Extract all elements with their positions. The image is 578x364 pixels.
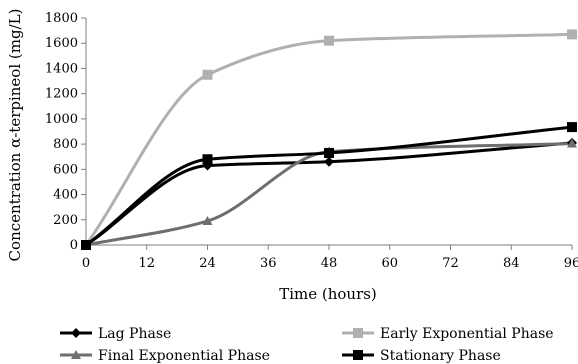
- series-line-final-exponential-phase: [85, 141, 573, 247]
- legend-label-lag-phase: Lag Phase: [98, 326, 171, 342]
- data-point-stationary-phase: [567, 122, 577, 133]
- data-point-final-exponential-phase: [567, 138, 577, 148]
- legend-marker-lag-phase: [71, 328, 81, 338]
- x-tick-label: 84: [503, 256, 520, 271]
- data-point-early-exponential-phase: [567, 29, 577, 40]
- data-point-stationary-phase: [202, 154, 213, 165]
- x-tick-label: 0: [82, 256, 90, 271]
- y-tick-label: 1000: [45, 112, 78, 127]
- x-tick-label: 24: [199, 256, 216, 271]
- x-axis-title: Time (hours): [279, 285, 377, 303]
- x-tick-label: 12: [138, 256, 155, 271]
- legend-marker-stationary-phase: [353, 350, 363, 360]
- legend-marker-final-exponential-phase: [71, 350, 81, 359]
- series-line-lag-phase: [85, 141, 573, 247]
- y-tick-label: 800: [53, 137, 78, 152]
- series-lines: [84, 32, 573, 247]
- series-line-early-exponential-phase: [84, 32, 573, 246]
- y-tick-label: 0: [70, 238, 78, 253]
- y-tick-label: 1200: [45, 87, 78, 102]
- x-tick-label: 48: [321, 256, 338, 271]
- data-point-early-exponential-phase: [202, 69, 213, 80]
- legend-label-final-exponential-phase: Final Exponential Phase: [98, 348, 270, 364]
- y-tick-label: 200: [53, 213, 78, 228]
- y-tick-label: 600: [53, 162, 78, 177]
- y-tick-label: 1800: [45, 11, 78, 26]
- legend-label-early-exponential-phase: Early Exponential Phase: [380, 326, 554, 342]
- x-tick-label: 96: [564, 256, 578, 271]
- data-point-stationary-phase: [81, 240, 91, 250]
- x-tick-label: 36: [260, 256, 277, 271]
- data-point-lag-phase: [324, 156, 334, 167]
- legend-marker-early-exponential-phase: [353, 328, 363, 338]
- axes: 0 200 400 600 800 1000 1200 1400 1600 1800 0 12 24 36…: [45, 11, 578, 271]
- legend: Lag Phase Early Exponential Phase Final Ex…: [60, 326, 554, 364]
- x-tick-label: 72: [442, 256, 459, 271]
- series-markers: [81, 29, 577, 250]
- legend-label-stationary-phase: Stationary Phase: [380, 348, 501, 364]
- data-point-stationary-phase: [324, 147, 334, 158]
- data-point-early-exponential-phase: [324, 35, 334, 46]
- y-tick-label: 1600: [45, 36, 78, 51]
- y-tick-label: 400: [53, 188, 78, 203]
- y-axis-title-group: Concentration α-terpineol (mg/L): [6, 9, 24, 262]
- x-tick-label: 60: [381, 256, 398, 271]
- y-axis-title: Concentration α-terpineol (mg/L): [6, 9, 24, 262]
- series-line-stationary-phase: [85, 125, 573, 247]
- y-tick-label: 1400: [45, 61, 78, 76]
- data-point-final-exponential-phase: [202, 216, 213, 226]
